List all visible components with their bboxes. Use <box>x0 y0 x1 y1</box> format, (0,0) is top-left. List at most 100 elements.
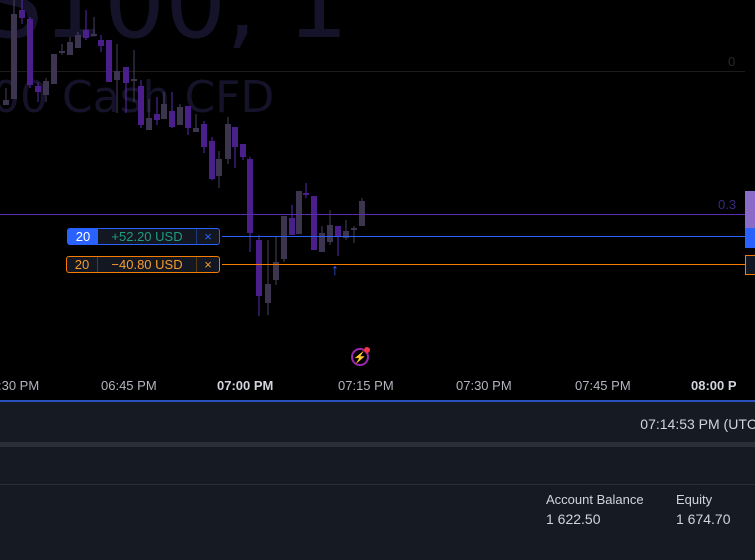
scale-label-indicator: 0.3 <box>718 197 736 212</box>
candle-body <box>351 228 357 230</box>
candle-body <box>265 284 271 303</box>
candle-body <box>311 196 317 250</box>
candle <box>265 240 271 315</box>
equity: Equity 1 674.70 <box>676 492 731 527</box>
candle <box>161 92 167 119</box>
candle-body <box>169 111 175 127</box>
candle <box>11 0 17 99</box>
candle-body <box>201 124 207 147</box>
lightning-icon[interactable]: ⚡ <box>351 348 369 366</box>
candle-body <box>185 106 191 128</box>
candle <box>311 196 317 250</box>
candle-body <box>359 201 365 226</box>
candle <box>114 44 120 113</box>
chart-area[interactable]: S100, 1 00 Cash CFD 0 0.3 20 +52.20 USD … <box>0 0 755 400</box>
candle <box>335 226 341 256</box>
time-tick: 07:30 PM <box>456 378 512 393</box>
scale-label-zero: 0 <box>728 54 735 69</box>
candle-body <box>131 79 137 81</box>
candle <box>3 88 9 105</box>
candle-body <box>27 19 33 85</box>
time-bar: 07:14:53 PM (UTC <box>0 402 755 442</box>
candle <box>232 127 238 168</box>
candle-body <box>232 127 238 147</box>
candle <box>319 226 325 252</box>
time-tick: 06:45 PM <box>101 378 157 393</box>
candle <box>351 226 357 243</box>
arrow-up-icon: ↑ <box>331 262 339 280</box>
candle <box>185 106 191 135</box>
candle <box>27 17 33 88</box>
candle-body <box>216 159 222 176</box>
candle-body <box>98 40 104 46</box>
candle <box>106 40 112 82</box>
price-marker-orange <box>746 256 755 275</box>
clock[interactable]: 07:14:53 PM (UTC <box>640 416 755 432</box>
candle <box>273 236 279 285</box>
candle-body <box>161 104 167 119</box>
account-balance: Account Balance 1 622.50 <box>546 492 644 527</box>
close-position-button[interactable]: × <box>197 229 219 244</box>
candle <box>201 121 207 153</box>
candle-body <box>193 128 199 132</box>
bottom-panel: 07:14:53 PM (UTC Account Balance 1 622.5… <box>0 400 755 560</box>
candle-body <box>19 10 25 18</box>
candle <box>289 205 295 235</box>
candle-body <box>335 226 341 236</box>
candle-body <box>256 240 262 296</box>
candle <box>296 191 302 234</box>
candle <box>247 157 253 252</box>
candle-body <box>281 216 287 259</box>
candle <box>75 32 81 48</box>
candle-body <box>209 141 215 179</box>
candle <box>35 82 41 102</box>
candle-body <box>67 42 73 55</box>
candle-body <box>289 218 295 235</box>
candle <box>91 17 97 36</box>
position-qty: 20 <box>67 257 98 272</box>
candle <box>256 235 262 316</box>
candle-body <box>43 81 49 95</box>
candle-body <box>91 34 97 36</box>
candle <box>177 104 183 125</box>
time-tick: 07:15 PM <box>338 378 394 393</box>
candle-body <box>319 233 325 252</box>
candle-body <box>114 71 120 80</box>
equity-label: Equity <box>676 492 731 507</box>
notification-dot <box>364 347 370 353</box>
candle-body <box>75 35 81 48</box>
candle-body <box>240 144 246 157</box>
price-marker-blue <box>745 228 755 248</box>
candle <box>216 151 222 188</box>
position-pnl: −40.80 USD <box>98 257 197 272</box>
candle-body <box>106 40 112 82</box>
candle-body <box>146 118 152 130</box>
divider <box>0 484 755 485</box>
candle-body <box>3 100 9 105</box>
position-tag-short[interactable]: 20 −40.80 USD × <box>66 256 220 273</box>
close-position-button[interactable]: × <box>197 257 219 272</box>
candle <box>193 114 199 132</box>
candle-body <box>327 225 333 242</box>
candle-body <box>123 67 129 83</box>
candle <box>154 97 160 125</box>
candle <box>138 80 144 128</box>
candle <box>19 0 25 24</box>
candle <box>43 78 49 102</box>
candle <box>169 92 175 128</box>
candle <box>240 144 246 160</box>
candle <box>83 10 89 40</box>
candle-body <box>35 86 41 92</box>
candle-body <box>59 51 65 53</box>
candle-body <box>154 114 160 120</box>
account-balance-label: Account Balance <box>546 492 644 507</box>
candle <box>146 99 152 130</box>
candle <box>303 183 309 198</box>
candle-body <box>303 193 309 195</box>
candle-body <box>247 159 253 233</box>
candle <box>281 216 287 262</box>
time-tick: :30 PM <box>0 378 39 393</box>
position-tag-long[interactable]: 20 +52.20 USD × <box>67 228 220 245</box>
panel-resize-handle[interactable] <box>0 442 755 447</box>
candle <box>327 210 333 245</box>
